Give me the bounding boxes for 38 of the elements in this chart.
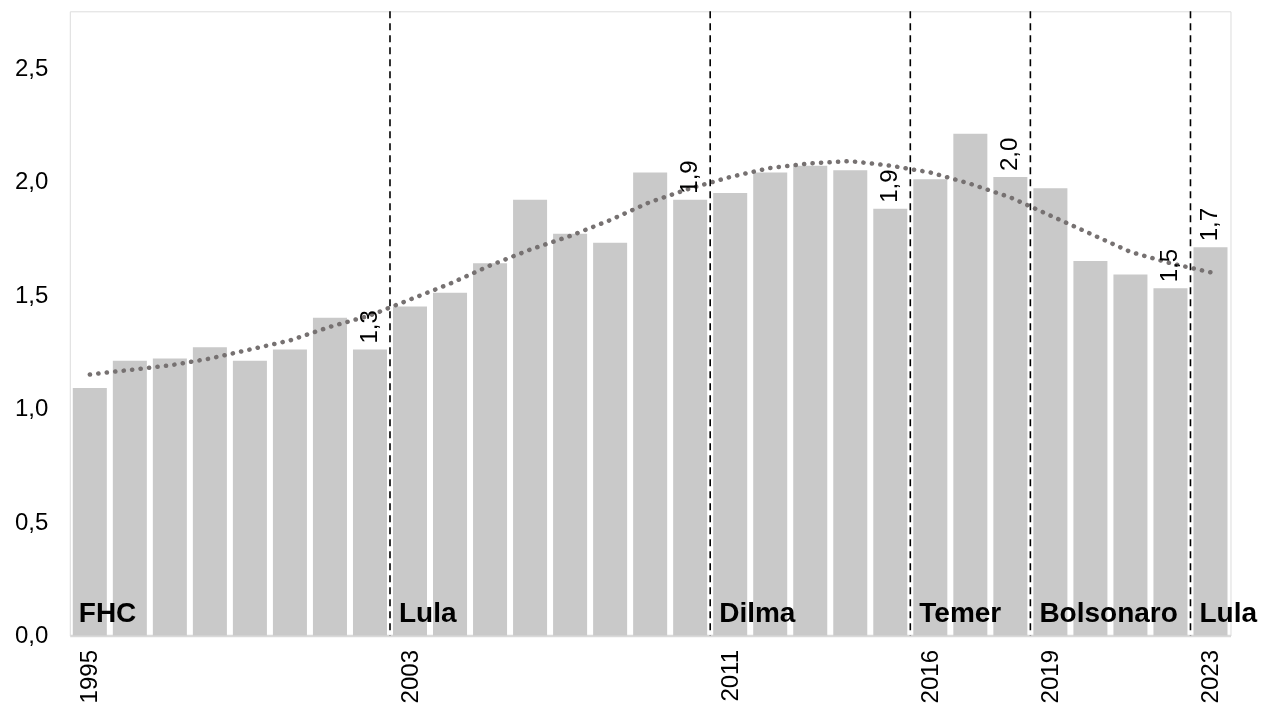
bar [232,360,267,636]
y-tick-label: 2,5 [14,53,49,81]
x-tick-label: 2016 [915,650,943,704]
bar [873,208,908,636]
y-tick-label: 0,0 [14,621,49,648]
data-label: 1,3 [354,310,382,344]
x-tick-label: 2019 [1035,650,1063,704]
annotation: Lula [1199,596,1258,628]
bar [833,170,868,636]
x-tick-label: 1995 [75,650,103,704]
y-tick-label: 0,5 [14,507,49,535]
bar [553,233,588,636]
data-label: 1,9 [675,160,703,194]
bar [272,349,307,636]
bar [192,347,227,636]
annotation: FHC [78,596,137,628]
y-tick-label: 1,0 [14,394,49,422]
y-tick-label: 2,0 [14,167,49,195]
bar [152,358,187,636]
bar [593,242,628,636]
x-tick-label: 2011 [715,650,743,702]
data-label: 1,5 [1155,248,1183,283]
bar [633,172,668,636]
data-label: 2,0 [995,137,1023,171]
annotation: Bolsonaro [1039,596,1178,628]
bar [673,199,708,636]
x-tick-label: 2023 [1195,650,1223,704]
bar [513,199,548,636]
bar [352,349,387,636]
bar [473,263,508,636]
data-label: 1,9 [875,169,903,203]
x-tick-label: 2003 [395,650,423,704]
annotation: Lula [398,596,457,628]
annotation: Temer [919,596,1002,628]
data-label: 1,7 [1195,207,1223,242]
bar [312,317,347,636]
y-tick-label: 1,5 [14,280,49,308]
annotation: Dilma [719,596,796,628]
